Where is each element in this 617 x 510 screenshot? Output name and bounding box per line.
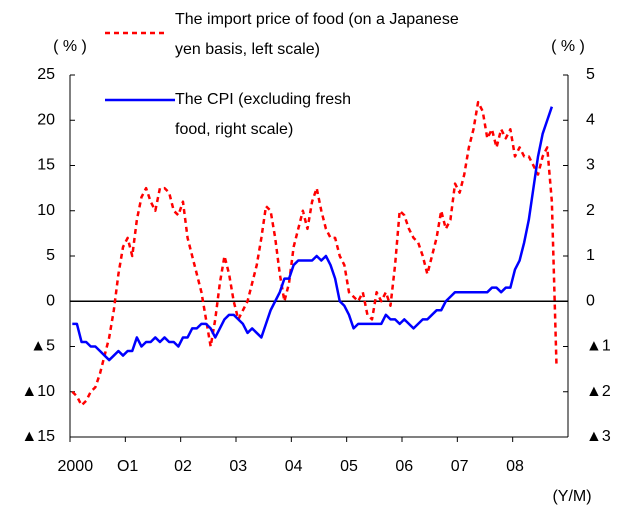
- y2-tick-label: 3: [586, 157, 595, 174]
- y-tick-label: 0: [46, 292, 55, 309]
- x-tick-label: 07: [451, 458, 469, 475]
- x-tick-label: 03: [229, 458, 247, 475]
- y2-unit-label: ( % ): [551, 38, 585, 55]
- y2-tick-label: 1: [586, 247, 595, 264]
- y2-tick-label: ▲2: [586, 383, 611, 400]
- y-tick-label: 15: [37, 157, 55, 174]
- y2-tick-label: ▲1: [586, 338, 611, 355]
- series-line: [71, 100, 558, 407]
- x-tick-label: 2000: [58, 458, 94, 475]
- y2-tick-label: 0: [586, 292, 595, 309]
- x-tick-label: 05: [340, 458, 358, 475]
- x-tick-label: 08: [506, 458, 524, 475]
- y-tick-label: 25: [37, 66, 55, 83]
- series-line: [72, 106, 554, 362]
- x-tick-label: O1: [117, 458, 138, 475]
- y-tick-label: ▲5: [30, 338, 55, 355]
- legend-label: The CPI (excluding fresh food, right sca…: [175, 91, 352, 138]
- legend-label: The import price of food (on a Japanese …: [175, 11, 459, 58]
- y-tick-label: 5: [46, 247, 55, 264]
- x-tick-label: 04: [285, 458, 303, 475]
- x-tick-label: 02: [174, 458, 192, 475]
- y2-tick-label: 2: [586, 202, 595, 219]
- y2-tick-label: 4: [586, 111, 595, 128]
- y2-tick-label: 5: [586, 66, 595, 83]
- y-tick-label: ▲15: [21, 428, 55, 445]
- y-tick-label: 20: [37, 111, 55, 128]
- y2-tick-label: ▲3: [586, 428, 611, 445]
- x-tick-label: 06: [395, 458, 413, 475]
- y-tick-label: ▲10: [21, 383, 55, 400]
- x-unit-label: (Y/M): [552, 488, 591, 505]
- y-unit-label: ( % ): [53, 38, 87, 55]
- y-tick-label: 10: [37, 202, 55, 219]
